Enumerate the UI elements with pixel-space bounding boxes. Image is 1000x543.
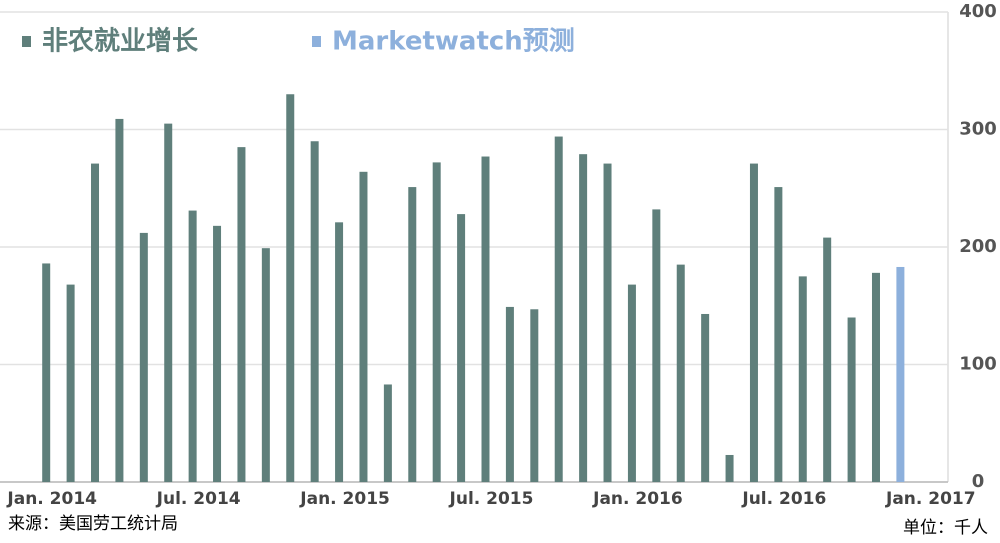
bar [432, 162, 441, 482]
bar [652, 209, 661, 482]
bar [310, 141, 319, 482]
x-tick-label: Jul. 2015 [449, 489, 534, 509]
bar [286, 94, 295, 482]
x-tick-label: Jan. 2015 [299, 489, 390, 509]
bar [823, 237, 832, 482]
bar [188, 210, 197, 482]
bar [847, 317, 856, 482]
bar [66, 284, 75, 482]
bar [579, 154, 588, 483]
bar [359, 171, 368, 483]
unit: 单位：千人 [903, 518, 988, 538]
bar [798, 276, 807, 482]
bar [725, 454, 734, 482]
bar [408, 187, 417, 482]
legend-label: Marketwatch预测 [332, 27, 575, 57]
bar [237, 147, 246, 482]
x-tick-label: Jul. 2016 [741, 489, 826, 509]
x-tick-label: Jan. 2014 [6, 489, 97, 509]
x-tick-label: Jan. 2017 [885, 489, 976, 509]
bar [91, 163, 100, 482]
bar [749, 163, 758, 482]
bar [627, 284, 636, 482]
y-tick-label: 200 [959, 236, 997, 257]
bar [676, 264, 685, 482]
bar [383, 384, 392, 482]
bar [603, 163, 612, 482]
y-tick-label: 100 [959, 354, 997, 375]
bar [774, 187, 783, 482]
legend-swatch [22, 36, 31, 47]
bar [42, 263, 51, 482]
legend-label: 非农就业增长 [42, 26, 199, 57]
bar [554, 136, 563, 483]
y-tick-label: 300 [959, 119, 997, 140]
bar [530, 309, 539, 482]
y-tick-label: 0 [972, 471, 985, 492]
bar [457, 214, 466, 482]
bar [701, 313, 710, 482]
bar [164, 123, 173, 482]
bar [213, 225, 222, 482]
bar [139, 232, 148, 482]
bar [871, 272, 880, 482]
y-tick-label: 400 [959, 1, 997, 22]
bar [261, 248, 270, 482]
x-tick-label: Jul. 2014 [156, 489, 241, 509]
legend-swatch [312, 36, 321, 47]
x-tick-label: Jan. 2016 [592, 489, 683, 509]
bar [505, 306, 514, 482]
bar [115, 118, 124, 483]
bar [481, 156, 490, 482]
source: 来源：美国劳工统计局 [8, 514, 178, 534]
bar [335, 222, 344, 482]
bar [896, 266, 905, 482]
